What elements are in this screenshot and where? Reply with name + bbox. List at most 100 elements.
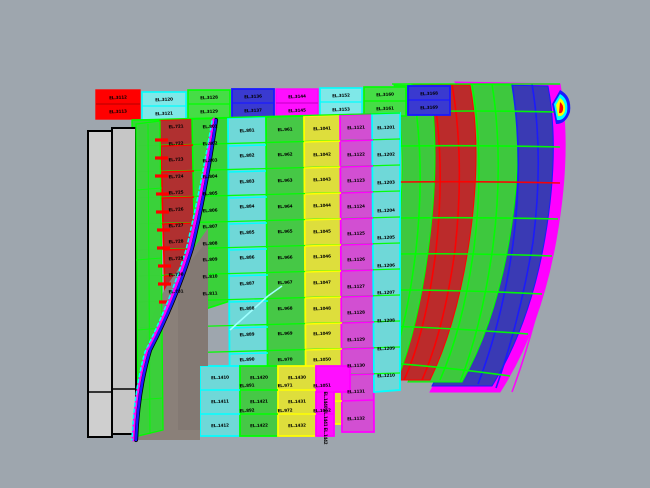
element-id-label: EL.3113 xyxy=(108,108,127,115)
element-id-label: EL.3128 xyxy=(199,94,218,101)
element-id-label: EL.1207 xyxy=(376,289,395,296)
element-id-label: EL.1050 xyxy=(312,356,331,363)
element-id-label: EL.3145 xyxy=(287,107,306,114)
element-id-label: EL.806 xyxy=(202,206,218,213)
highlight-spline xyxy=(131,117,219,443)
element-id-label: EL.1442 xyxy=(323,427,329,445)
element-id-label: EL.961 xyxy=(277,126,293,133)
element-id-label: EL.1051 xyxy=(312,381,331,388)
element-id-label: EL.3120 xyxy=(154,96,173,103)
element-id-label: EL.971 xyxy=(277,382,293,388)
element-id-label: EL.1412 xyxy=(211,422,229,429)
element-id-label: EL.1122 xyxy=(346,151,365,157)
bottom-element-row xyxy=(199,365,351,437)
element-id-label: EL.1205 xyxy=(376,234,395,241)
element-id-label: EL.730 xyxy=(168,271,184,278)
element-id-label: EL.1124 xyxy=(346,203,365,210)
element-id-label: EL.801 xyxy=(202,123,218,130)
element-id-label: EL.3121 xyxy=(154,110,173,117)
element-id-label: EL.1206 xyxy=(376,262,395,269)
element-id-label: EL.967 xyxy=(277,279,293,286)
diagonal-cut-line xyxy=(229,285,283,331)
element-id-label: EL.1132 xyxy=(346,415,365,422)
element-id-label: EL.1125 xyxy=(346,230,365,237)
element-id-label: EL.726 xyxy=(168,205,184,212)
element-id-label: EL.728 xyxy=(168,238,184,245)
element-id-label: EL.968 xyxy=(277,305,293,312)
element-id-label: EL.1049 xyxy=(312,330,331,337)
element-id-label: EL.965 xyxy=(277,228,293,235)
element-id-label: EL.890 xyxy=(239,356,255,363)
panel-outer xyxy=(87,130,113,438)
element-id-label: EL.1052 xyxy=(312,407,331,414)
element-id-label: EL.1131 xyxy=(346,388,365,395)
element-id-label: EL.885 xyxy=(239,229,255,236)
element-id-label: EL.808 xyxy=(202,240,218,247)
element-id-label: EL.1441 xyxy=(323,409,329,427)
element-id-label: EL.805 xyxy=(202,190,218,197)
outline-panels xyxy=(87,127,137,438)
element-id-label: EL.3136 xyxy=(243,93,262,100)
element-id-label: EL.1048 xyxy=(312,304,331,311)
element-id-label: EL.3137 xyxy=(243,107,262,114)
element-id-label: EL.3144 xyxy=(287,93,306,100)
element-id-label: EL.1123 xyxy=(346,177,365,184)
element-id-label: EL.884 xyxy=(239,203,255,210)
element-id-label: EL.3153 xyxy=(331,106,350,113)
element-id-label: EL.3168 xyxy=(419,90,438,97)
top-element-row xyxy=(95,85,451,122)
element-id-label: EL.1432 xyxy=(288,422,306,429)
panel-inner xyxy=(111,127,137,435)
element-id-label: EL.809 xyxy=(202,256,218,263)
element-id-label: EL.1129 xyxy=(346,335,365,342)
element-id-label: EL.723 xyxy=(168,156,184,163)
element-id-label: EL.881 xyxy=(239,127,255,134)
element-id-label: EL.1201 xyxy=(376,124,395,131)
element-id-label: EL.807 xyxy=(202,223,218,230)
element-id-label: EL.972 xyxy=(277,407,293,414)
element-id-label: EL.1127 xyxy=(346,283,365,290)
element-id-label: EL.1440 xyxy=(323,391,329,409)
element-id-label: EL.722 xyxy=(168,140,184,147)
element-id-label: EL.887 xyxy=(239,280,255,287)
element-id-label: EL.1041 xyxy=(312,125,331,132)
element-id-label: EL.1046 xyxy=(312,253,331,260)
element-id-label: EL.724 xyxy=(168,172,184,179)
element-id-label: EL.889 xyxy=(239,331,255,338)
element-id-label: EL.964 xyxy=(277,203,293,209)
element-id-label: EL.1128 xyxy=(346,309,365,316)
element-id-label: EL.886 xyxy=(239,254,255,261)
element-id-label: EL.1126 xyxy=(346,256,365,263)
element-id-label: EL.3169 xyxy=(419,104,438,111)
element-id-label: EL.3161 xyxy=(375,105,394,112)
element-id-label: EL.1043 xyxy=(312,176,331,183)
element-id-label: EL.1130 xyxy=(346,362,365,369)
element-id-label: EL.725 xyxy=(168,189,184,196)
element-id-label: EL.1045 xyxy=(312,227,331,234)
element-id-label: EL.810 xyxy=(202,273,218,280)
element-id-label: EL.963 xyxy=(277,177,293,184)
element-id-label: EL.3160 xyxy=(375,91,394,98)
element-id-label: EL.3152 xyxy=(331,92,350,99)
element-id-label: EL.3129 xyxy=(199,108,218,115)
element-id-label: EL.1044 xyxy=(312,202,331,209)
element-id-label: EL.803 xyxy=(202,156,218,163)
element-id-label: EL.882 xyxy=(239,152,255,159)
element-id-label: EL.729 xyxy=(168,255,184,262)
element-id-label: EL.727 xyxy=(168,222,184,229)
element-id-label: EL.1047 xyxy=(312,279,331,286)
element-id-label: EL.1202 xyxy=(376,151,395,158)
element-id-label: EL.1208 xyxy=(376,317,395,324)
element-id-label: EL.891 xyxy=(239,382,255,389)
element-id-label: EL.1421 xyxy=(250,398,268,405)
element-id-label: EL.721 xyxy=(168,123,184,130)
element-id-label: EL.1121 xyxy=(346,124,365,131)
element-id-label: EL.1411 xyxy=(211,398,229,405)
element-id-label: EL.892 xyxy=(239,407,255,414)
element-id-label: EL.966 xyxy=(277,254,293,260)
element-id-label: EL.1210 xyxy=(376,372,395,379)
element-id-label: EL.1209 xyxy=(376,345,395,351)
